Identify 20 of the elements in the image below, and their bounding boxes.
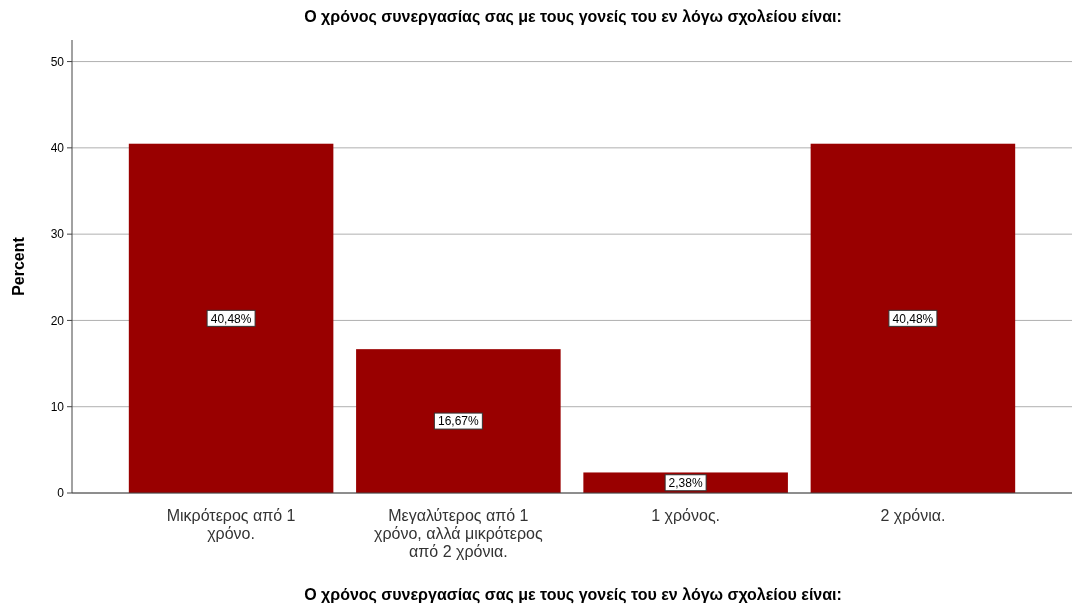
data-label: 40,48% <box>892 311 934 326</box>
x-axis-title: Ο χρόνος συνεργασίας σας με τους γονείς του εν λόγω σχολείου είναι: <box>304 586 842 604</box>
y-tick-label: 20 <box>50 313 65 328</box>
y-tick-label: 50 <box>50 54 65 69</box>
y-tick-label: 0 <box>57 486 65 501</box>
bar <box>356 349 561 493</box>
bar <box>128 143 334 493</box>
y-tick-label: 40 <box>50 141 65 156</box>
chart-title: Ο χρόνος συνεργασίας σας με τους γονείς του εν λόγω σχολείου είναι: <box>304 8 842 26</box>
data-label: 2,38% <box>668 475 703 490</box>
data-label: 40,48% <box>210 311 252 326</box>
bar <box>810 143 1016 493</box>
x-tick-label: Μεγαλύτερος από 1 χρόνο, αλλά μικρότερος από 2 χρόνια. <box>374 507 543 560</box>
data-label: 16,67% <box>438 414 480 429</box>
x-tick-label: 1 χρόνος. <box>651 507 721 524</box>
x-tick-label: Μικρότερος από 1 χρόνο. <box>166 507 296 542</box>
x-tick-label: 2 χρόνια. <box>880 507 946 524</box>
y-tick-label: 10 <box>50 399 65 414</box>
y-axis-title: Percent <box>10 236 27 296</box>
y-tick-label: 30 <box>50 227 65 242</box>
